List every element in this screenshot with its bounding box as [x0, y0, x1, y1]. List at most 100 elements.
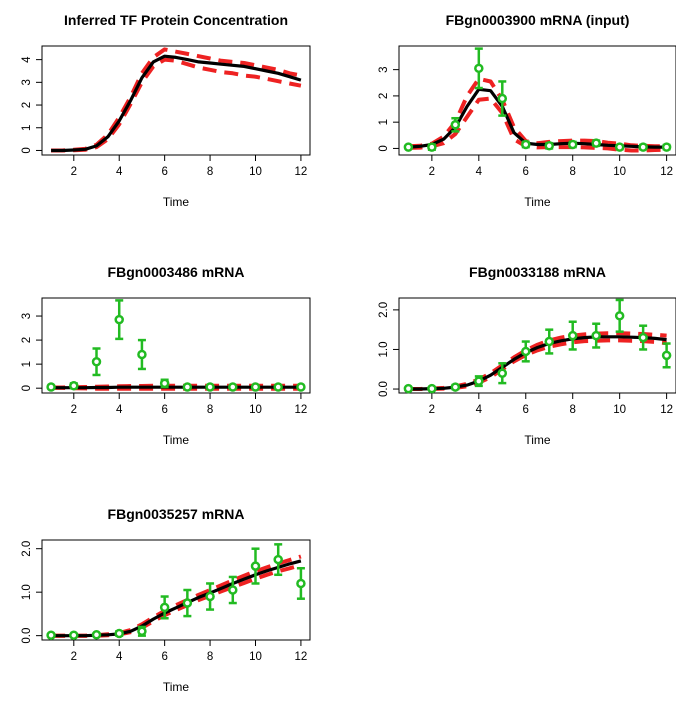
data-point — [182, 382, 193, 392]
data-point — [661, 350, 672, 361]
x-tick-label: 2 — [71, 166, 77, 178]
x-axis-label: Time — [524, 433, 551, 447]
y-tick-label: 1 — [378, 119, 390, 125]
data-point — [450, 382, 461, 392]
data-point — [69, 381, 79, 391]
y-tick-label: 0 — [378, 145, 390, 151]
y-tick-label: 2 — [21, 337, 33, 343]
data-point — [497, 368, 508, 378]
x-tick-label: 12 — [295, 166, 308, 178]
data-point — [137, 626, 147, 637]
data-point — [544, 336, 554, 347]
data-point — [403, 142, 414, 152]
y-tick-label: 4 — [21, 56, 33, 63]
x-tick-label: 4 — [116, 404, 123, 416]
data-point — [114, 314, 124, 325]
data-point — [205, 382, 215, 392]
y-tick-label: 2 — [21, 102, 33, 108]
data-point — [250, 561, 261, 571]
data-point — [228, 585, 238, 595]
series-line-mean — [408, 87, 667, 149]
x-tick-label: 12 — [295, 651, 308, 663]
plot-frame — [41, 539, 311, 641]
y-tick-label: 3 — [21, 313, 33, 319]
data-point — [159, 602, 170, 613]
x-tick-label: 6 — [523, 404, 529, 416]
x-axis-label: Time — [163, 195, 190, 209]
x-tick-label: 6 — [161, 651, 167, 663]
x-tick-label: 10 — [613, 404, 626, 416]
plot-frame — [398, 45, 676, 156]
chart-title: FBgn0003900 mRNA (input) — [446, 12, 630, 28]
data-point — [661, 142, 672, 152]
data-point — [159, 378, 170, 389]
data-point — [521, 346, 531, 357]
series-line-mean — [51, 54, 302, 153]
x-tick-label: 12 — [660, 166, 673, 178]
x-tick-label: 4 — [116, 166, 123, 178]
plot-area — [51, 554, 302, 638]
x-tick-label: 2 — [71, 651, 77, 663]
chart-title: FBgn0003486 mRNA — [108, 264, 245, 280]
data-point — [114, 628, 124, 639]
y-tick-label: 0 — [21, 385, 33, 391]
x-tick-label: 4 — [476, 166, 483, 178]
data-point — [273, 382, 283, 392]
x-tick-label: 10 — [249, 166, 262, 178]
x-tick-label: 8 — [207, 166, 213, 178]
data-point — [205, 591, 215, 602]
chart-panel-5: FBgn0035257 mRNA 2 4 6 8 10 12 Time 0.0 1.0 2.0 — [21, 506, 311, 694]
x-tick-label: 2 — [429, 166, 435, 178]
data-point — [497, 93, 508, 104]
data-point — [91, 630, 102, 640]
data-point — [427, 142, 437, 152]
data-point — [591, 330, 601, 341]
y-tick-label: 1 — [21, 125, 33, 131]
x-tick-label: 8 — [207, 404, 213, 416]
data-point — [614, 142, 625, 152]
series-line-mean — [51, 385, 301, 390]
data-point — [521, 139, 531, 150]
data-point — [450, 120, 461, 130]
plot-area — [408, 76, 667, 153]
x-tick-label: 4 — [476, 404, 483, 416]
data-point — [638, 332, 648, 343]
data-point — [567, 330, 578, 341]
x-tick-label: 6 — [161, 404, 167, 416]
data-point — [250, 382, 261, 392]
series-line-mean — [51, 559, 302, 638]
y-tick-label: 1.0 — [21, 584, 33, 600]
y-tick-label: 2.0 — [21, 541, 33, 557]
y-tick-label: 3 — [21, 79, 33, 85]
x-tick-label: 6 — [161, 166, 167, 178]
x-tick-label: 12 — [295, 404, 308, 416]
data-point — [296, 382, 306, 392]
plot-area — [408, 331, 667, 391]
data-point — [614, 311, 625, 321]
x-tick-label: 2 — [429, 404, 435, 416]
data-point — [69, 630, 79, 640]
x-tick-label: 6 — [523, 166, 529, 178]
data-point — [46, 382, 56, 392]
data-point — [638, 142, 648, 152]
chart-panel-4: FBgn0033188 mRNA 2 4 6 8 10 12 Time 0.0 1.0 2.0 — [378, 264, 676, 447]
plot-frame — [41, 297, 311, 394]
series-line-lower — [51, 563, 302, 638]
x-tick-label: 10 — [249, 404, 262, 416]
y-tick-label: 0.0 — [21, 628, 33, 644]
plot-frame — [41, 45, 311, 156]
y-tick-label: 2 — [378, 93, 390, 99]
plot-area — [51, 383, 301, 391]
data-point — [591, 138, 601, 148]
x-tick-label: 4 — [116, 651, 123, 663]
y-tick-label: 1.0 — [378, 341, 390, 357]
data-point — [474, 63, 484, 74]
data-point — [544, 141, 554, 151]
x-tick-label: 8 — [570, 166, 576, 178]
plot-frame — [398, 297, 676, 394]
y-tick-label: 3 — [378, 66, 390, 72]
